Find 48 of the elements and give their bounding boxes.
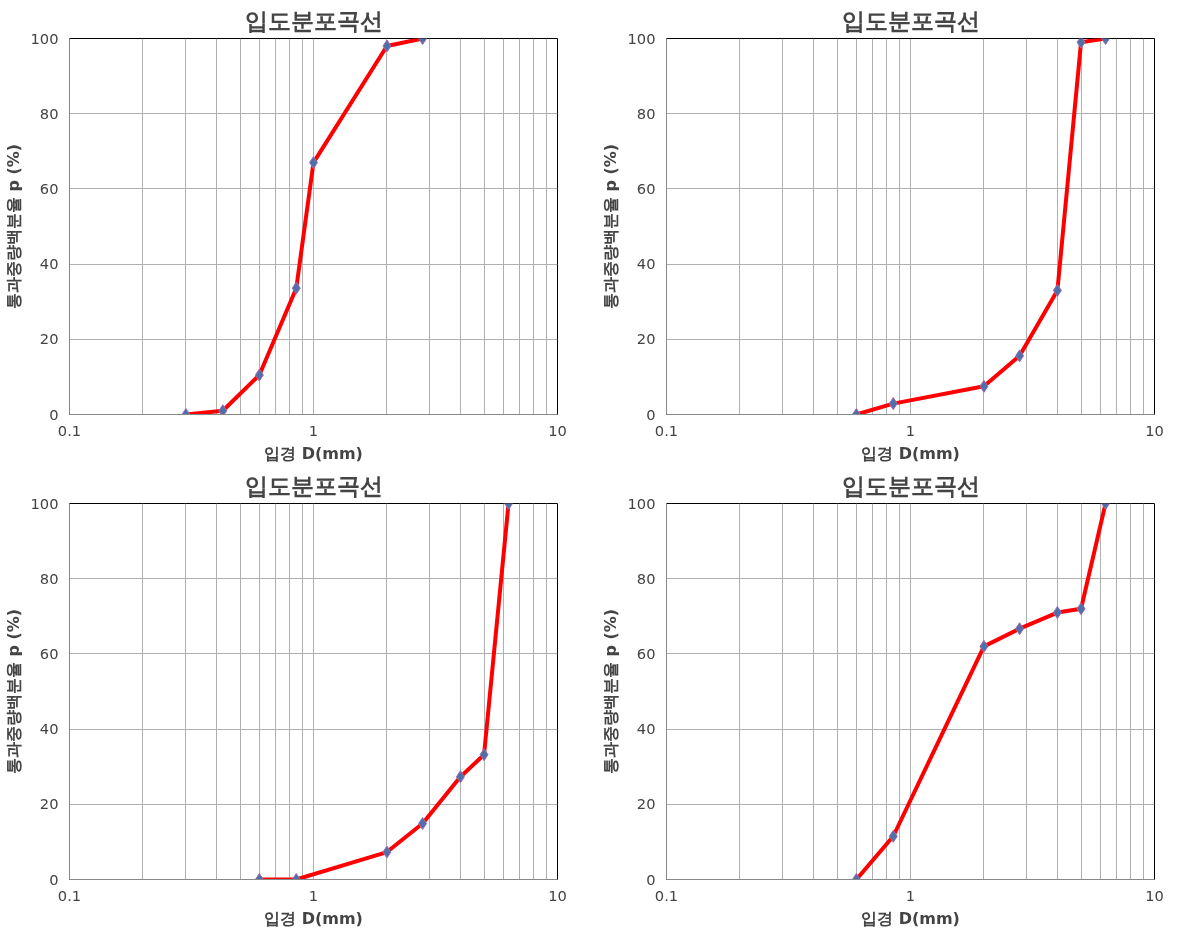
y-tick-label: 20 [39, 795, 59, 813]
chart-title: 입도분포곡선 [841, 7, 980, 34]
y-tick-label: 80 [39, 569, 59, 587]
y-tick-label: 80 [636, 569, 656, 587]
y-tick-label: 40 [39, 720, 59, 738]
chart-title: 입도분포곡선 [244, 472, 383, 499]
x-axis-title: 입경 D(mm) [861, 443, 960, 463]
y-tick-label: 20 [636, 330, 656, 348]
x-tick-label: 10 [1145, 886, 1164, 904]
x-axis-title: 입경 D(mm) [264, 443, 363, 463]
y-tick-label: 100 [627, 494, 656, 512]
x-axis-title: 입경 D(mm) [861, 908, 960, 928]
chart-title: 입도분포곡선 [841, 472, 980, 499]
y-tick-label: 60 [636, 644, 656, 662]
y-tick-label: 0 [49, 870, 59, 888]
x-tick-label: 1 [308, 421, 319, 439]
y-tick-label: 40 [636, 255, 656, 273]
y-tick-label: 0 [646, 405, 656, 423]
y-tick-label: 0 [49, 405, 59, 423]
y-tick-label: 40 [636, 720, 656, 738]
y-tick-label: 40 [39, 255, 59, 273]
x-tick-label: 0.1 [654, 886, 679, 904]
y-tick-label: 60 [39, 179, 59, 197]
y-tick-label: 60 [39, 644, 59, 662]
y-axis-title: 통과중량백분율 p (%) [3, 143, 23, 310]
y-axis-title: 통과중량백분율 p (%) [600, 608, 620, 775]
y-tick-label: 20 [39, 330, 59, 348]
y-tick-label: 100 [30, 29, 59, 47]
x-tick-label: 10 [548, 421, 567, 439]
x-tick-label: 0.1 [654, 421, 679, 439]
x-tick-label: 10 [1145, 421, 1164, 439]
y-tick-label: 100 [30, 494, 59, 512]
y-axis-title: 통과중량백분율 p (%) [3, 608, 23, 775]
chart-title: 입도분포곡선 [244, 7, 383, 34]
x-tick-label: 10 [548, 886, 567, 904]
x-tick-label: 1 [905, 886, 916, 904]
x-tick-label: 1 [905, 421, 916, 439]
y-tick-label: 80 [636, 104, 656, 122]
x-tick-label: 0.1 [57, 886, 82, 904]
y-tick-label: 100 [627, 29, 656, 47]
x-axis-title: 입경 D(mm) [264, 908, 363, 928]
y-axis-title: 통과중량백분율 p (%) [600, 143, 620, 310]
x-tick-label: 1 [308, 886, 319, 904]
x-tick-label: 0.1 [57, 421, 82, 439]
y-tick-label: 60 [636, 179, 656, 197]
y-tick-label: 0 [646, 870, 656, 888]
y-tick-label: 20 [636, 795, 656, 813]
y-tick-label: 80 [39, 104, 59, 122]
